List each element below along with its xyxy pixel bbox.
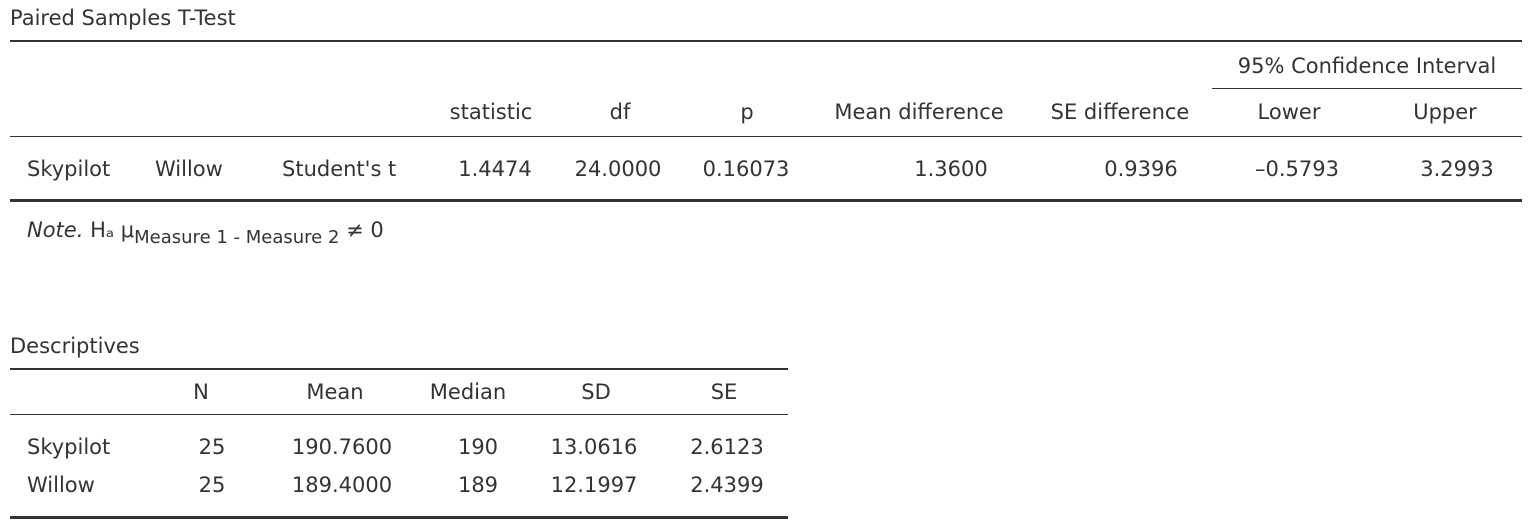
cell: 0.9396 [1104,157,1177,181]
column-header: p [740,100,753,124]
group-header: 95% Confidence Interval [1238,54,1497,78]
column-header: Lower [1258,100,1321,124]
column-header: statistic [450,100,533,124]
note-subscript: Measure 1 - Measure 2 [134,227,339,248]
row-label: Willow [27,473,95,497]
cell: 189.4000 [292,473,392,497]
note-label: Note. [27,218,83,242]
column-header: N [193,380,209,404]
cell: 2.4399 [690,473,763,497]
rule [10,136,1522,137]
rule [10,40,1522,42]
table-title: Paired Samples T-Test [10,6,236,30]
cell: 24.0000 [575,157,662,181]
row-label: Willow [155,157,223,181]
cell: 189 [458,473,498,497]
cell: 1.4474 [458,157,531,181]
cell: 3.2993 [1420,157,1493,181]
note-text: Hₐ μ [90,218,134,242]
note-relation: ≠ 0 [346,218,384,242]
cell: 25 [199,435,226,459]
row-label: Skypilot [27,435,110,459]
cell: 13.0616 [551,435,638,459]
cell: 0.16073 [703,157,790,181]
cell: 12.1997 [551,473,638,497]
cell: 2.6123 [690,435,763,459]
column-header: SE difference [1051,100,1190,124]
rule [10,414,788,415]
row-label: Student's t [282,157,396,181]
column-header: SE [711,380,738,404]
column-header: Mean [306,380,363,404]
table-title: Descriptives [10,334,140,358]
column-header: Upper [1413,100,1477,124]
row-label: Skypilot [27,157,110,181]
column-header: df [610,100,631,124]
note: Note. Hₐ μMeasure 1 - Measure 2 ≠ 0 [27,218,384,248]
column-header: Median [430,380,506,404]
column-header: SD [581,380,611,404]
rule [10,368,788,370]
rule [1212,88,1522,89]
cell: –0.5793 [1255,157,1339,181]
rule [10,516,788,519]
cell: 190 [458,435,498,459]
column-header: Mean difference [834,100,1003,124]
rule [10,199,1522,202]
cell: 1.3600 [914,157,987,181]
cell: 190.7600 [292,435,392,459]
cell: 25 [199,473,226,497]
